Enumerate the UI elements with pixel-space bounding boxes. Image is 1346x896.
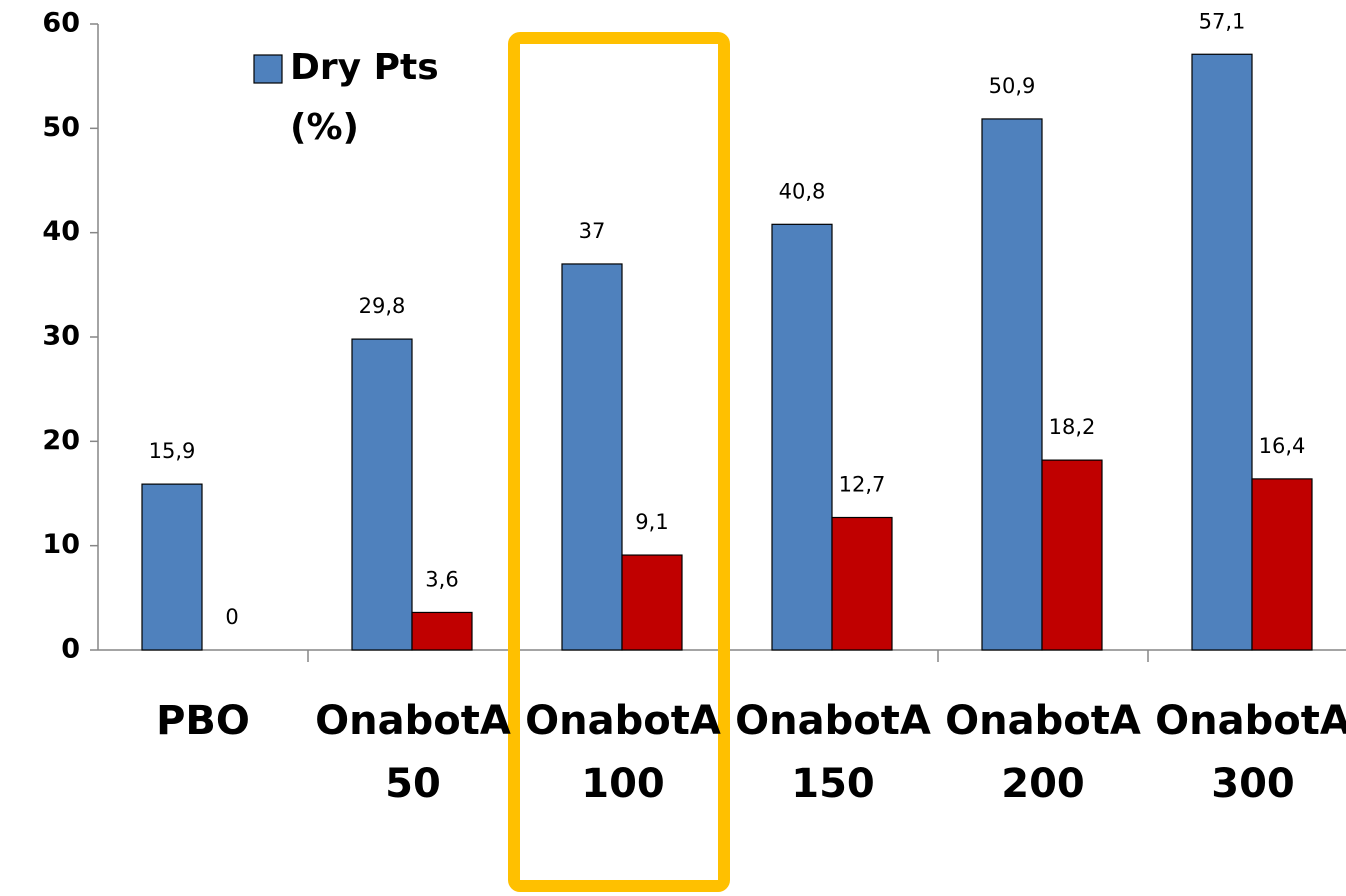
x-tick-label: OnabotA 300 — [1155, 698, 1346, 807]
x-tick-label: OnabotA 200 — [945, 698, 1141, 807]
legend-label: Dry Pts (%) — [290, 47, 439, 148]
data-label: 15,9 — [149, 439, 196, 463]
x-tick-label: PBO — [156, 698, 250, 744]
y-tick-label: 30 — [42, 321, 80, 352]
bar — [981, 118, 1043, 651]
data-label: 12,7 — [839, 472, 886, 496]
bar — [561, 263, 623, 651]
bar — [771, 223, 833, 651]
data-label: 37 — [579, 219, 606, 243]
data-label: 57,1 — [1199, 9, 1246, 33]
bar — [621, 554, 683, 651]
y-tick-label: 20 — [42, 425, 80, 456]
y-tick-label: 10 — [42, 529, 80, 560]
data-label: 50,9 — [989, 74, 1036, 98]
legend-swatch — [253, 54, 283, 84]
y-tick-label: 40 — [42, 216, 80, 247]
y-tick-label: 0 — [61, 634, 80, 665]
data-label: 16,4 — [1259, 434, 1306, 458]
x-tick-label: OnabotA 100 — [525, 698, 721, 807]
data-label: 18,2 — [1049, 415, 1096, 439]
bar — [1251, 478, 1313, 651]
bar — [411, 611, 473, 651]
highlight-box — [508, 32, 730, 892]
data-label: 3,6 — [425, 567, 458, 591]
bar — [1191, 53, 1253, 651]
data-label: 29,8 — [359, 294, 406, 318]
bar — [831, 516, 893, 651]
x-tick-label: OnabotA 50 — [315, 698, 511, 807]
data-label: 0 — [225, 605, 238, 629]
data-label: 9,1 — [635, 510, 668, 534]
bar — [351, 338, 413, 651]
y-tick-label: 50 — [42, 112, 80, 143]
y-tick-label: 60 — [42, 8, 80, 39]
data-label: 40,8 — [779, 179, 826, 203]
bar — [1041, 459, 1103, 651]
x-tick-label: OnabotA 150 — [735, 698, 931, 807]
bar — [141, 483, 203, 651]
